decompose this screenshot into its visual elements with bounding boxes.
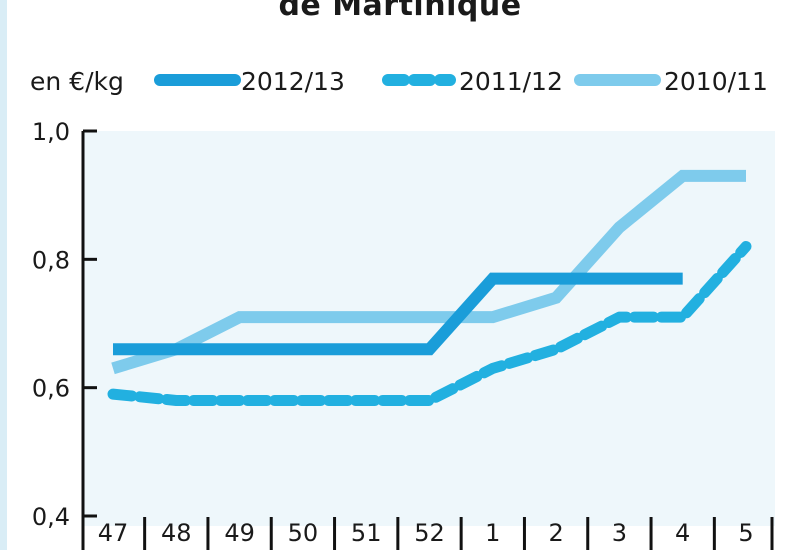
x-tick-label: 50 <box>288 519 319 547</box>
page-left-border <box>0 0 7 550</box>
axis-layer: 1,0 0,8 0,6 0,4 47 48 49 50 51 52 1 2 3 4 5 <box>32 118 774 550</box>
legend-label: 2011/12 <box>459 67 563 96</box>
x-tick-label: 52 <box>414 519 445 547</box>
x-tick-label: 5 <box>738 519 753 547</box>
series-line-2012-13 <box>113 272 683 356</box>
x-tick-label: 3 <box>612 519 627 547</box>
x-tick-label: 4 <box>675 519 690 547</box>
series-line-2010-11 <box>111 169 746 375</box>
chart-title: de Martinique <box>278 0 522 23</box>
legend-label: 2012/13 <box>241 67 345 96</box>
legend: en €/kg 2012/13 2011/12 2010/11 <box>30 67 768 96</box>
y-axis-label: en €/kg <box>30 67 124 96</box>
x-tick-label: 2 <box>548 519 563 547</box>
series-line-2011-12 <box>107 241 752 406</box>
y-tick-label: 1,0 <box>32 118 70 146</box>
y-tick-label: 0,8 <box>32 246 70 274</box>
series-layer <box>107 169 752 406</box>
x-tick-label: 1 <box>485 519 500 547</box>
y-tick-label: 0,6 <box>32 375 70 403</box>
x-tick-label: 51 <box>351 519 382 547</box>
x-tick-label: 48 <box>161 519 192 547</box>
legend-label: 2010/11 <box>664 67 768 96</box>
x-tick-label: 49 <box>224 519 255 547</box>
x-tick-label: 47 <box>98 519 129 547</box>
y-tick-label: 0,4 <box>32 503 70 531</box>
